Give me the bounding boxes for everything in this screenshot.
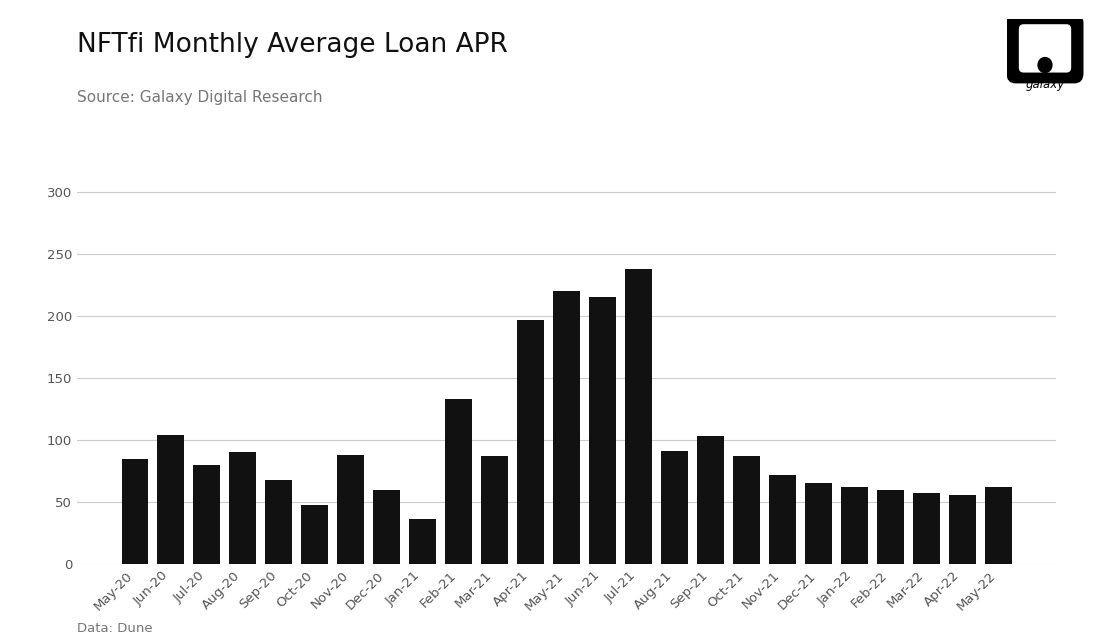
Bar	[446, 399, 472, 564]
Bar	[373, 490, 400, 564]
FancyBboxPatch shape	[1019, 24, 1071, 72]
Bar	[517, 320, 544, 564]
Text: galaxy: galaxy	[1025, 78, 1065, 91]
Bar	[877, 490, 903, 564]
Bar	[913, 494, 939, 564]
Bar	[805, 483, 832, 564]
Bar	[230, 453, 256, 564]
Bar	[157, 435, 185, 564]
Text: Source: Galaxy Digital Research: Source: Galaxy Digital Research	[77, 90, 322, 104]
Text: NFTfi Monthly Average Loan APR: NFTfi Monthly Average Loan APR	[77, 32, 508, 58]
Text: Data: Dune: Data: Dune	[77, 622, 153, 635]
Bar	[948, 495, 976, 564]
FancyBboxPatch shape	[1006, 13, 1084, 83]
Circle shape	[1038, 58, 1052, 72]
Bar	[553, 291, 580, 564]
Bar	[840, 487, 868, 564]
Bar	[301, 504, 328, 564]
Bar	[481, 456, 508, 564]
Bar	[733, 456, 760, 564]
Bar	[697, 437, 724, 564]
Bar	[588, 297, 616, 564]
Bar	[769, 475, 795, 564]
Bar	[984, 487, 1012, 564]
Bar	[194, 465, 220, 564]
Bar	[338, 455, 364, 564]
Bar	[625, 269, 652, 564]
Bar	[265, 479, 293, 564]
Bar	[661, 451, 688, 564]
Bar	[121, 458, 148, 564]
Bar	[409, 519, 436, 564]
